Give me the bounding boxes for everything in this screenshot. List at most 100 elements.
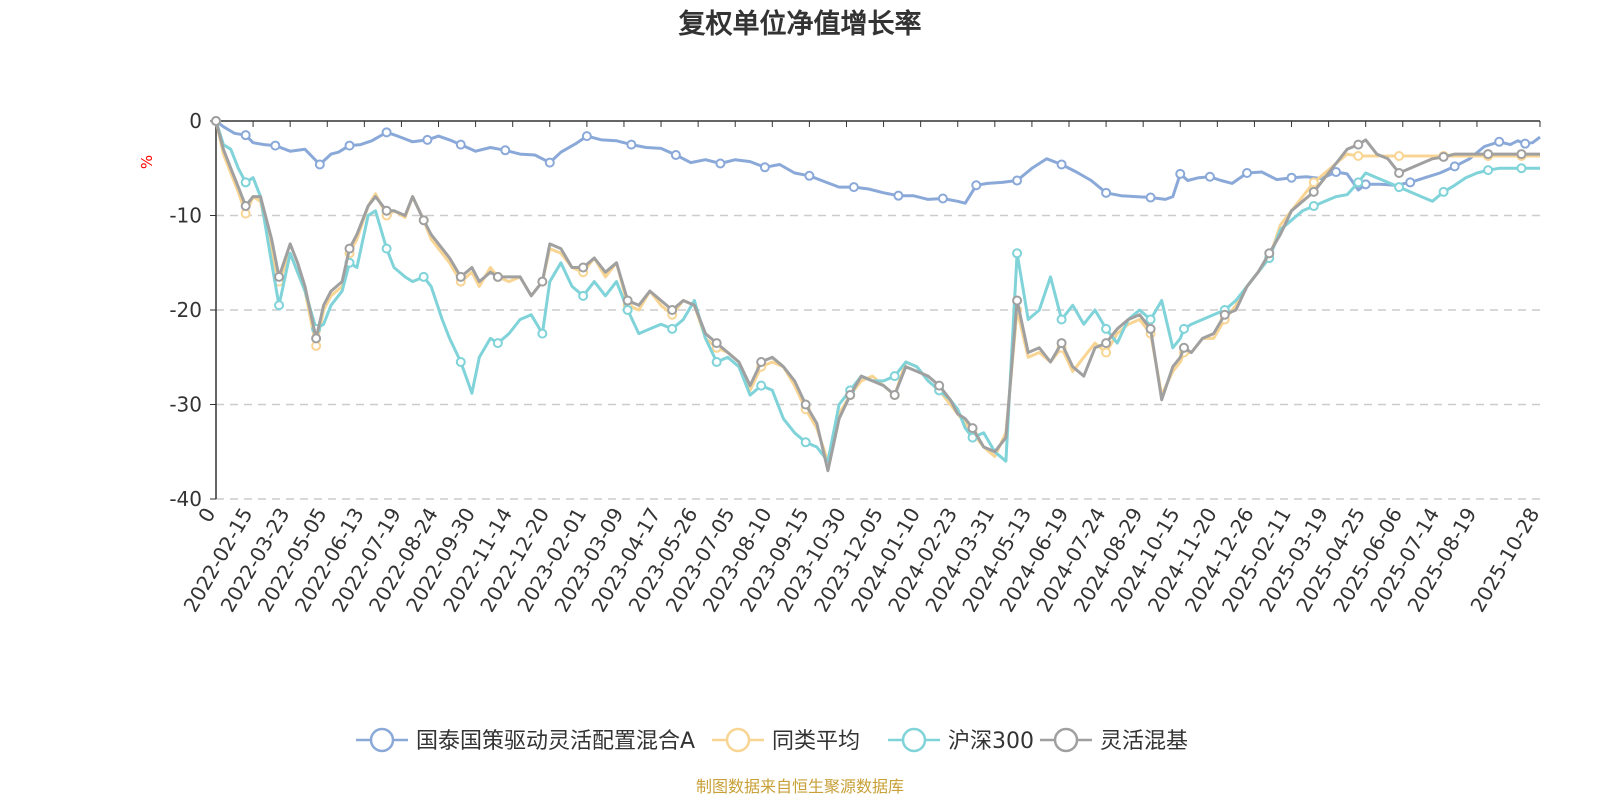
series-point-0 — [1242, 167, 1253, 178]
series-point-0 — [344, 140, 355, 151]
series-point-0 — [544, 157, 555, 168]
series-point-2 — [756, 380, 767, 391]
series-point-0 — [1145, 192, 1156, 203]
series-point-0 — [1449, 161, 1460, 172]
series-point-0 — [670, 150, 681, 161]
series-point-1 — [1394, 150, 1405, 161]
series-point-0 — [1175, 168, 1186, 179]
series-point-3 — [1394, 167, 1405, 178]
series-point-3 — [455, 271, 466, 282]
series-point-0 — [581, 131, 592, 142]
x-tick-label: 0 — [193, 504, 220, 527]
series-point-3 — [845, 390, 856, 401]
series-point-0 — [937, 193, 948, 204]
series-point-0 — [500, 145, 511, 156]
series-point-3 — [211, 116, 221, 126]
legend[interactable]: 国泰国策驱动灵活配置混合A 同类平均 沪深300 灵活混基 — [356, 727, 1188, 754]
series-point-0 — [1405, 177, 1416, 188]
legend-label: 灵活混基 — [1100, 729, 1188, 754]
series-point-0 — [1101, 187, 1112, 198]
series-point-3 — [1145, 323, 1156, 334]
series-point-1 — [1353, 150, 1364, 161]
legend-marker-icon — [901, 727, 927, 753]
series-point-0 — [848, 182, 859, 193]
source-note: 制图数据来自恒生聚源数据库 — [696, 777, 904, 796]
series-point-0 — [1331, 167, 1342, 178]
series-point-2 — [492, 338, 503, 349]
series-point-0 — [715, 158, 726, 169]
series-point-3 — [756, 356, 767, 367]
series-point-3 — [1308, 186, 1319, 197]
series-point-2 — [1056, 314, 1067, 325]
legend-label: 同类平均 — [772, 729, 860, 754]
series-line-0 — [215, 119, 1541, 205]
series-point-3 — [1438, 151, 1449, 162]
legend-item-0[interactable]: 国泰国策驱动灵活配置混合A — [356, 727, 695, 754]
series-point-0 — [971, 180, 982, 191]
legend-item-3[interactable]: 灵活混基 — [1040, 727, 1188, 754]
series-point-0 — [270, 140, 281, 151]
legend-marker-icon — [725, 727, 751, 753]
series-point-0 — [1286, 172, 1297, 183]
series-point-2 — [889, 371, 900, 382]
legend-label: 国泰国策驱动灵活配置混合A — [416, 729, 695, 754]
series-point-3 — [622, 295, 633, 306]
series-point-0 — [314, 159, 325, 170]
series-point-0 — [893, 190, 904, 201]
series-point-2 — [667, 323, 678, 334]
series-point-3 — [311, 333, 322, 344]
legend-marker-icon — [369, 727, 395, 753]
series-point-3 — [1353, 139, 1364, 150]
series-point-3 — [889, 390, 900, 401]
series-point-2 — [455, 356, 466, 367]
series-point-0 — [1012, 175, 1023, 186]
series-point-1 — [1308, 177, 1319, 188]
legend-label: 沪深300 — [948, 729, 1034, 754]
series-point-0 — [1204, 171, 1215, 182]
chart-title: 复权单位净值增长率 — [679, 8, 922, 40]
series-point-2 — [1308, 201, 1319, 212]
series-point-2 — [274, 300, 285, 311]
series-point-2 — [381, 243, 392, 254]
legend-item-1[interactable]: 同类平均 — [712, 727, 860, 754]
series-point-3 — [381, 205, 392, 216]
series-point-3 — [711, 338, 722, 349]
series-point-3 — [418, 215, 429, 226]
series-point-2 — [240, 177, 251, 188]
series-point-2 — [800, 437, 811, 448]
series-layer — [211, 116, 1541, 473]
series-point-0 — [422, 134, 433, 145]
series-point-2 — [1101, 323, 1112, 334]
grid-layer — [216, 214, 1540, 500]
series-point-0 — [1056, 159, 1067, 170]
series-point-0 — [240, 130, 251, 141]
series-point-0 — [455, 139, 466, 150]
series-line-3 — [214, 120, 1540, 473]
series-point-0 — [759, 162, 770, 173]
series-point-0 — [804, 170, 815, 181]
y-tick-label: 0 — [189, 109, 202, 133]
series-point-3 — [1056, 338, 1067, 349]
series-point-2 — [1178, 323, 1189, 334]
series-point-3 — [1516, 149, 1527, 160]
legend-item-2[interactable]: 沪深300 — [888, 727, 1034, 754]
series-point-2 — [711, 356, 722, 367]
y-tick-label: -30 — [169, 393, 202, 417]
series-point-2 — [622, 305, 633, 315]
series-point-3 — [967, 423, 978, 434]
series-point-3 — [492, 271, 503, 282]
series-point-3 — [1101, 338, 1112, 349]
series-point-2 — [1483, 165, 1494, 176]
series-point-2 — [1145, 314, 1156, 325]
y-tick-label: -40 — [169, 487, 202, 511]
y-tick-label: -20 — [169, 298, 202, 322]
series-point-2 — [418, 271, 429, 282]
series-point-2 — [578, 290, 589, 301]
series-point-3 — [1264, 248, 1275, 259]
series-point-2 — [1438, 186, 1449, 197]
series-point-3 — [1219, 309, 1230, 320]
series-point-2 — [1516, 163, 1527, 174]
series-point-2 — [1394, 182, 1405, 193]
